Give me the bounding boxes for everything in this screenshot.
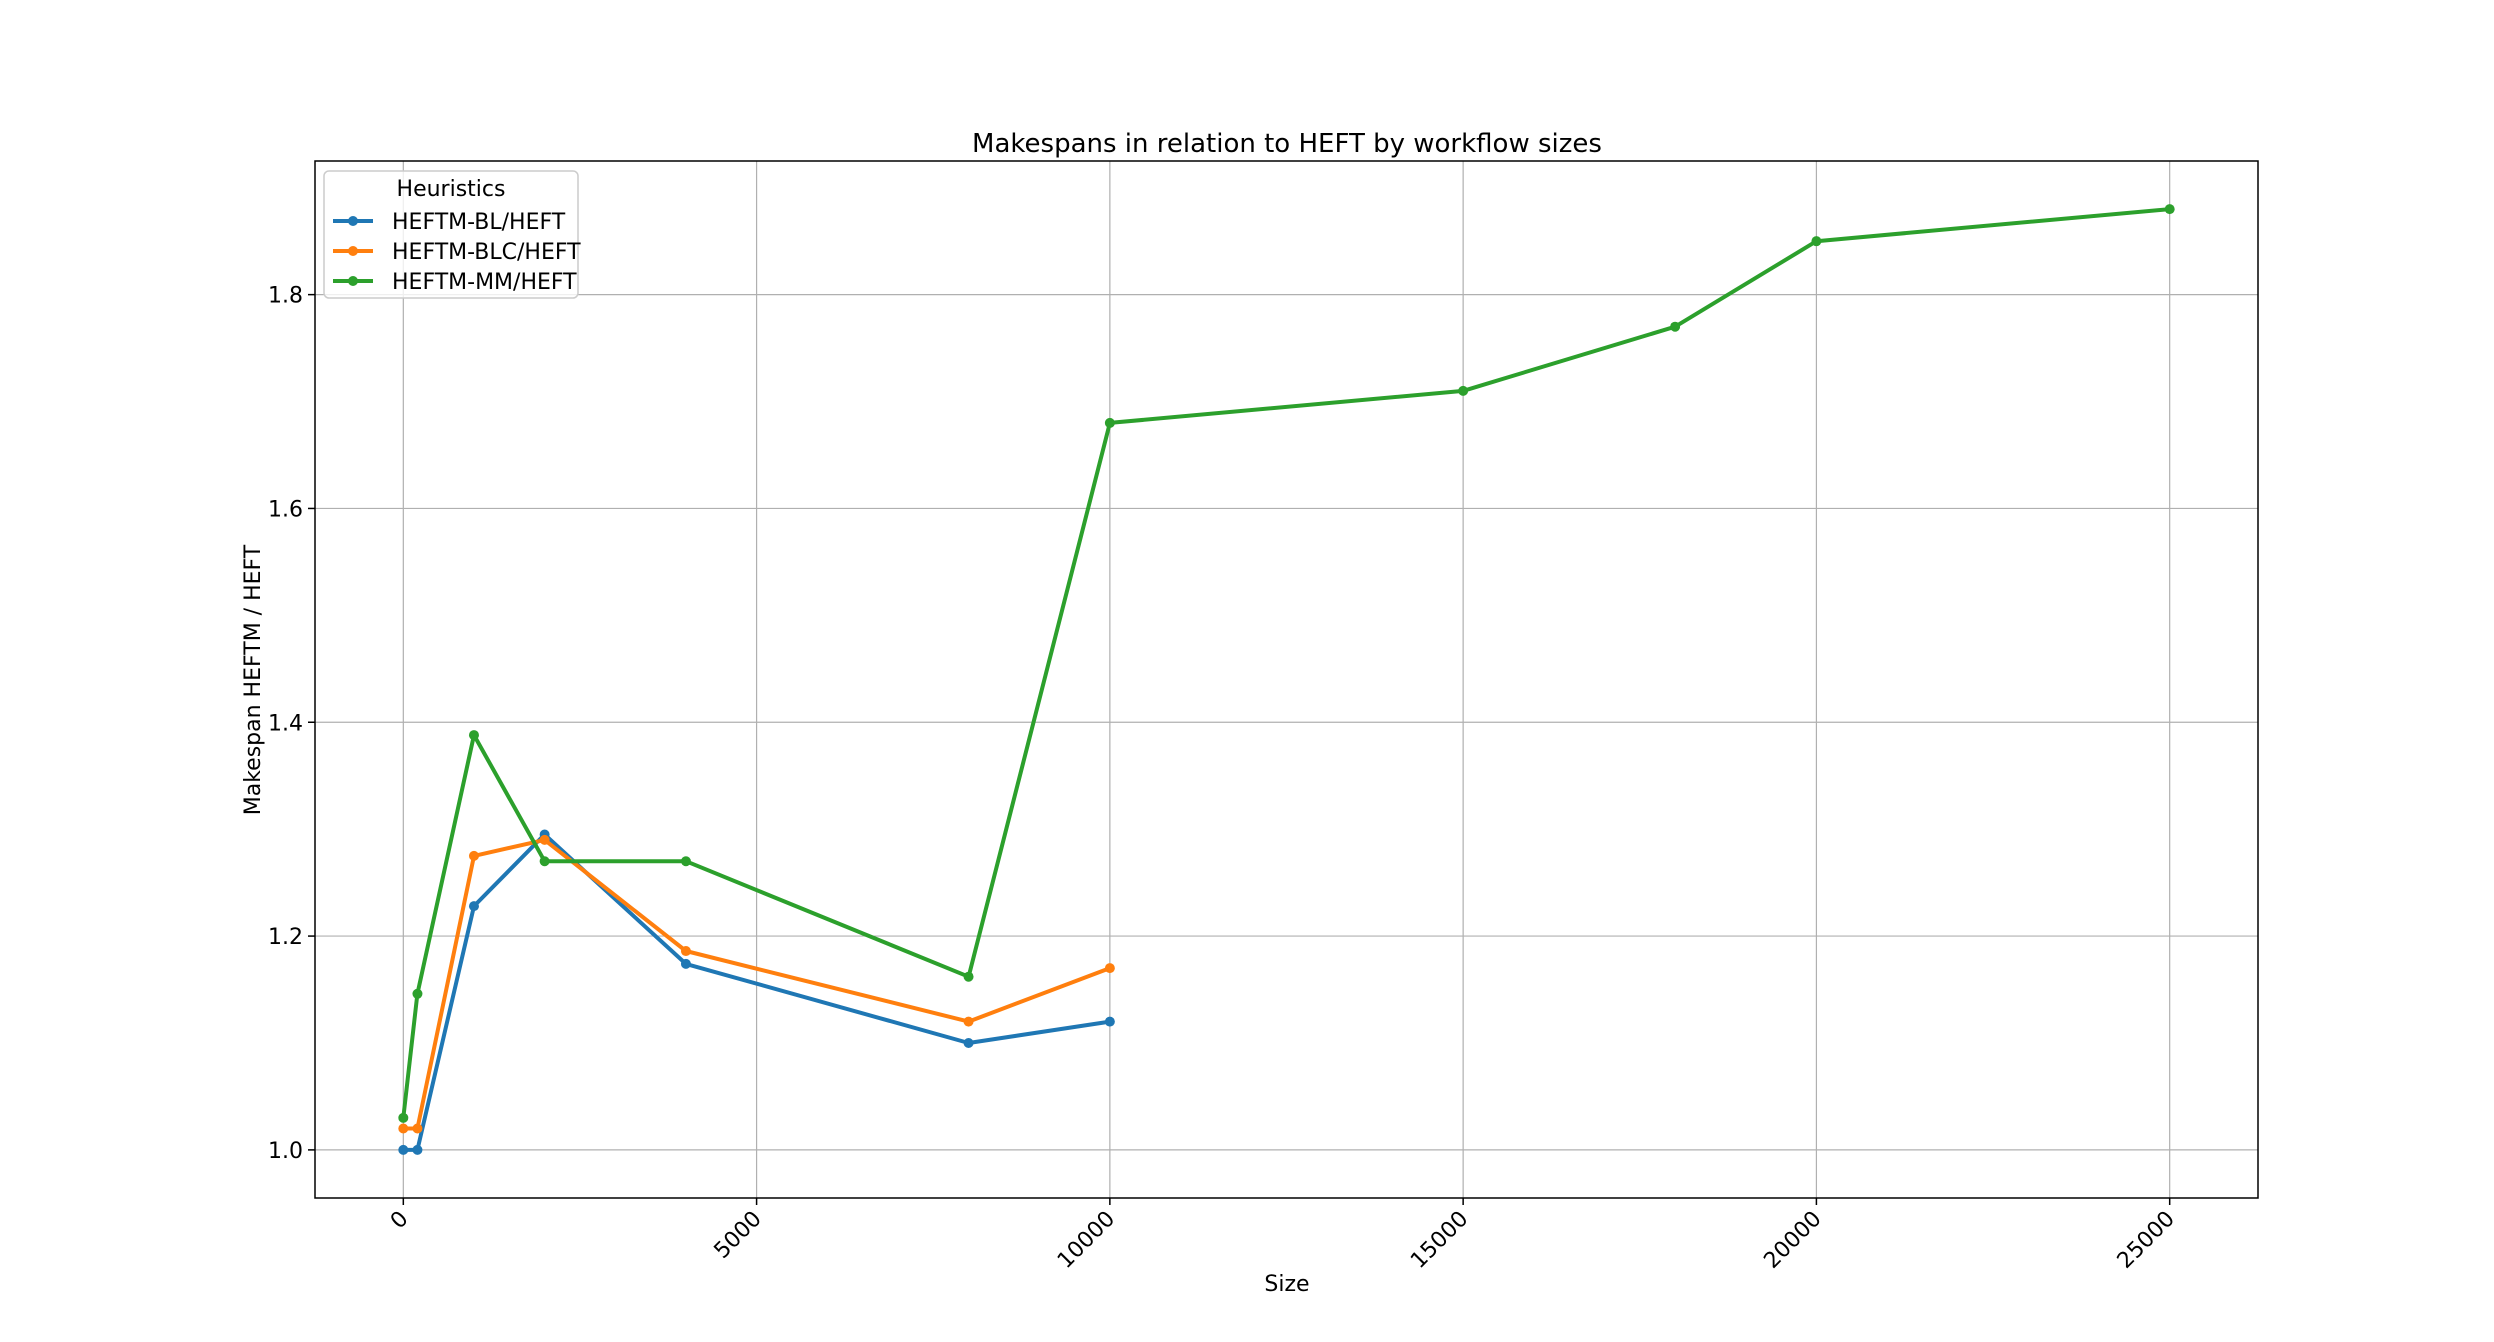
series-line [401,207,2170,1119]
x-tick-label: 25000 [2113,1207,2180,1274]
legend-entry-label: HEFTM-BLC/HEFT [392,240,581,265]
data-point [963,1037,974,1048]
y-tick-label: 1.4 [268,711,303,736]
data-point [2164,204,2175,215]
data-point [963,1016,974,1027]
plot-area-frame [314,160,2259,1199]
data-point [1104,963,1115,974]
legend-entry-label: HEFTM-BL/HEFT [392,210,566,235]
y-tick-label: 1.8 [268,284,303,309]
y-tick-label: 1.6 [268,497,303,522]
series-heftm-blc-heft [398,834,1115,1134]
x-tick-label: 15000 [1406,1207,1473,1274]
data-point [468,730,479,741]
data-point [412,1123,423,1134]
data-point [398,1123,409,1134]
y-tick-label: 1.0 [268,1139,303,1164]
data-point [1104,417,1115,428]
x-axis-label: Size [1264,1272,1309,1297]
legend: Heuristics HEFTM-BL/HEFTHEFTM-BLC/HEFTHE… [323,170,581,299]
x-tick-label: 0 [386,1207,414,1235]
x-tick-label: 20000 [1759,1207,1826,1274]
data-point [680,856,691,867]
data-point [1104,1016,1115,1027]
legend-entries: HEFTM-BL/HEFT HEFTM-BLC/HEFT HEFTM-MM/HEFT [333,210,581,295]
series-heftm-bl-heft [398,829,1115,1155]
data-point [398,1144,409,1155]
legend-swatch-marker [348,246,358,256]
data-point [398,1112,409,1123]
data-point [1811,236,1822,247]
data-point [539,856,550,867]
chart-title: Makespans in relation to HEFT by workflo… [972,129,1602,159]
grid-layer [315,161,2258,1198]
data-point [412,988,423,999]
series-heftm-mm-heft [398,204,2175,1123]
legend-swatch-marker [348,276,358,286]
y-axis: 1.0 1.2 1.4 1.6 1.8 [268,284,315,1164]
series-layer [398,204,2175,1155]
y-axis-label: Makespan HEFTM / HEFT [241,544,266,815]
data-point [1670,321,1681,332]
x-axis: 0 5000 10000 15000 20000 25000 [386,1198,2180,1274]
data-point [412,1144,423,1155]
legend-entry-label: HEFTM-MM/HEFT [392,270,577,295]
data-point [963,971,974,982]
data-point [680,958,691,969]
y-tick-label: 1.2 [268,925,303,950]
legend-swatch-marker [348,216,358,226]
data-point [468,901,479,912]
legend-title: Heuristics [397,177,506,202]
x-tick-label: 5000 [710,1207,767,1264]
data-point [539,834,550,845]
data-point [680,946,691,957]
x-tick-label: 10000 [1053,1207,1120,1274]
data-point [468,850,479,861]
data-point [1458,385,1469,396]
legend-frame [323,170,579,299]
